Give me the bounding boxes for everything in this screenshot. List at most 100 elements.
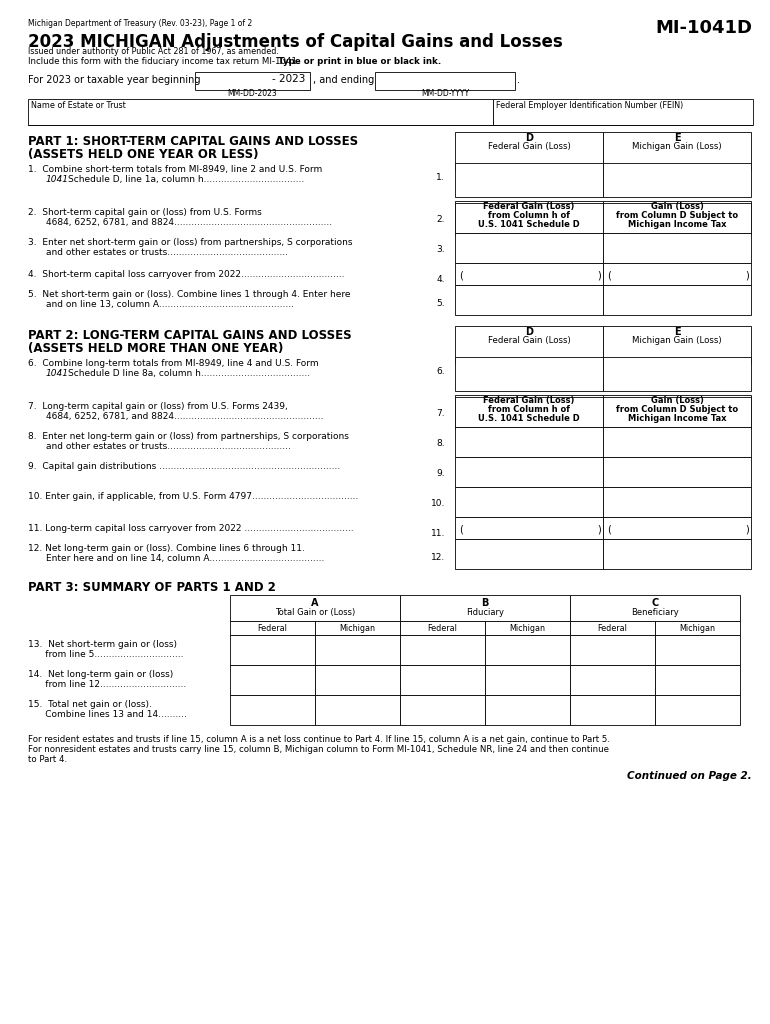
Text: Michigan Gain (Loss): Michigan Gain (Loss)	[632, 142, 721, 151]
Bar	[28, 99, 493, 125]
Text: 9.  Capital gain distributions .................................................: 9. Capital gain distributions ..........…	[28, 462, 340, 471]
Bar	[455, 457, 603, 487]
Text: Michigan: Michigan	[679, 624, 715, 633]
Bar	[603, 539, 751, 569]
Bar	[570, 595, 740, 621]
Bar	[455, 517, 603, 539]
Text: (: (	[607, 524, 611, 534]
Text: PART 1: SHORT-TERM CAPITAL GAINS AND LOSSES: PART 1: SHORT-TERM CAPITAL GAINS AND LOS…	[28, 135, 358, 148]
Bar	[570, 695, 655, 725]
Text: 15.  Total net gain or (loss).: 15. Total net gain or (loss).	[28, 700, 152, 709]
Bar	[603, 427, 751, 457]
Text: 4.  Short-term capital loss carryover from 2022.................................: 4. Short-term capital loss carryover fro…	[28, 270, 344, 279]
Text: 2.: 2.	[437, 215, 445, 224]
Bar	[455, 326, 603, 364]
Text: D: D	[525, 327, 533, 337]
Bar	[455, 397, 603, 427]
Text: MM-DD-YYYY: MM-DD-YYYY	[421, 89, 469, 98]
Text: from Column D Subject to: from Column D Subject to	[616, 406, 738, 414]
Bar	[603, 163, 751, 197]
Text: Michigan Income Tax: Michigan Income Tax	[628, 220, 726, 229]
Text: 1041: 1041	[46, 175, 69, 184]
Bar	[603, 517, 751, 539]
Text: ): )	[745, 270, 748, 280]
Bar	[570, 665, 655, 695]
Text: 7.: 7.	[437, 409, 445, 418]
Text: ): )	[745, 524, 748, 534]
Text: Federal: Federal	[257, 624, 287, 633]
Bar	[455, 357, 603, 391]
Text: U.S. 1041 Schedule D: U.S. 1041 Schedule D	[478, 220, 580, 229]
Text: 4684, 6252, 6781, and 8824....................................................: 4684, 6252, 6781, and 8824..............…	[46, 412, 323, 421]
Bar	[603, 397, 751, 427]
Text: 1.  Combine short-term totals from MI-8949, line 2 and U.S. Form: 1. Combine short-term totals from MI-894…	[28, 165, 323, 174]
Bar	[493, 99, 753, 125]
Bar	[655, 665, 740, 695]
Text: 11. Long-term capital loss carryover from 2022 .................................: 11. Long-term capital loss carryover fro…	[28, 524, 353, 534]
Bar	[455, 427, 603, 457]
Bar	[400, 695, 485, 725]
Bar	[400, 635, 485, 665]
Bar	[603, 263, 751, 285]
Text: and other estates or trusts...........................................: and other estates or trusts.............…	[46, 442, 291, 451]
Bar	[603, 132, 751, 170]
Bar	[455, 233, 603, 263]
Bar	[400, 595, 570, 621]
Text: 3.  Enter net short-term gain or (loss) from partnerships, S corporations: 3. Enter net short-term gain or (loss) f…	[28, 238, 353, 247]
Text: Fiduciary: Fiduciary	[466, 608, 504, 617]
Text: D: D	[525, 133, 533, 143]
Bar	[375, 72, 515, 90]
Text: For resident estates and trusts if line 15, column A is a net loss continue to P: For resident estates and trusts if line …	[28, 735, 610, 744]
Bar	[603, 285, 751, 315]
Text: , and ending: , and ending	[313, 75, 374, 85]
Text: B: B	[481, 598, 489, 608]
Bar	[455, 203, 603, 233]
Text: 10.: 10.	[430, 499, 445, 508]
Text: Combine lines 13 and 14..........: Combine lines 13 and 14..........	[28, 710, 187, 719]
Text: 1.: 1.	[437, 173, 445, 182]
Bar	[455, 487, 603, 517]
Text: E: E	[674, 327, 681, 337]
Text: 6.: 6.	[437, 367, 445, 376]
Text: Michigan Department of Treasury (Rev. 03-23), Page 1 of 2: Michigan Department of Treasury (Rev. 03…	[28, 19, 253, 28]
Text: Name of Estate or Trust: Name of Estate or Trust	[31, 101, 126, 110]
Text: 13.  Net short-term gain or (loss): 13. Net short-term gain or (loss)	[28, 640, 177, 649]
Text: .: .	[517, 75, 520, 85]
Text: U.S. 1041 Schedule D: U.S. 1041 Schedule D	[478, 414, 580, 423]
Bar	[485, 695, 570, 725]
Bar	[230, 665, 315, 695]
Text: to Part 4.: to Part 4.	[28, 755, 67, 764]
Text: from line 12..............................: from line 12............................…	[28, 680, 186, 689]
Bar	[603, 203, 751, 233]
Text: 14.  Net long-term gain or (loss): 14. Net long-term gain or (loss)	[28, 670, 173, 679]
Bar	[603, 201, 751, 234]
Bar	[655, 621, 740, 635]
Text: 5.: 5.	[437, 299, 445, 308]
Text: (: (	[459, 270, 463, 280]
Text: 6.  Combine long-term totals from MI-8949, line 4 and U.S. Form: 6. Combine long-term totals from MI-8949…	[28, 359, 319, 368]
Text: 4.: 4.	[437, 275, 445, 284]
Text: Enter here and on line 14, column A........................................: Enter here and on line 14, column A.....…	[46, 554, 324, 563]
Text: For nonresident estates and trusts carry line 15, column B, Michigan column to F: For nonresident estates and trusts carry…	[28, 745, 609, 754]
Bar	[230, 635, 315, 665]
Text: 1041: 1041	[46, 369, 69, 378]
Text: PART 2: LONG-TERM CAPITAL GAINS AND LOSSES: PART 2: LONG-TERM CAPITAL GAINS AND LOSS…	[28, 329, 352, 342]
Text: Federal Employer Identification Number (FEIN): Federal Employer Identification Number (…	[496, 101, 683, 110]
Text: from Column D Subject to: from Column D Subject to	[616, 211, 738, 220]
Text: 2.  Short-term capital gain or (loss) from U.S. Forms: 2. Short-term capital gain or (loss) fro…	[28, 208, 262, 217]
Bar	[455, 132, 603, 170]
Bar	[655, 635, 740, 665]
Text: Michigan Income Tax: Michigan Income Tax	[628, 414, 726, 423]
Text: ): )	[597, 524, 601, 534]
Text: Continued on Page 2.: Continued on Page 2.	[628, 771, 752, 781]
Bar	[315, 635, 400, 665]
Text: - 2023: - 2023	[272, 74, 305, 84]
Text: A: A	[311, 598, 319, 608]
Text: 8.  Enter net long-term gain or (loss) from partnerships, S corporations: 8. Enter net long-term gain or (loss) fr…	[28, 432, 349, 441]
Bar	[195, 72, 310, 90]
Bar	[485, 665, 570, 695]
Bar	[570, 635, 655, 665]
Text: (ASSETS HELD ONE YEAR OR LESS): (ASSETS HELD ONE YEAR OR LESS)	[28, 148, 259, 161]
Text: 5.  Net short-term gain or (loss). Combine lines 1 through 4. Enter here: 5. Net short-term gain or (loss). Combin…	[28, 290, 350, 299]
Text: Issued under authority of Public Act 281 of 1967, as amended.: Issued under authority of Public Act 281…	[28, 47, 279, 56]
